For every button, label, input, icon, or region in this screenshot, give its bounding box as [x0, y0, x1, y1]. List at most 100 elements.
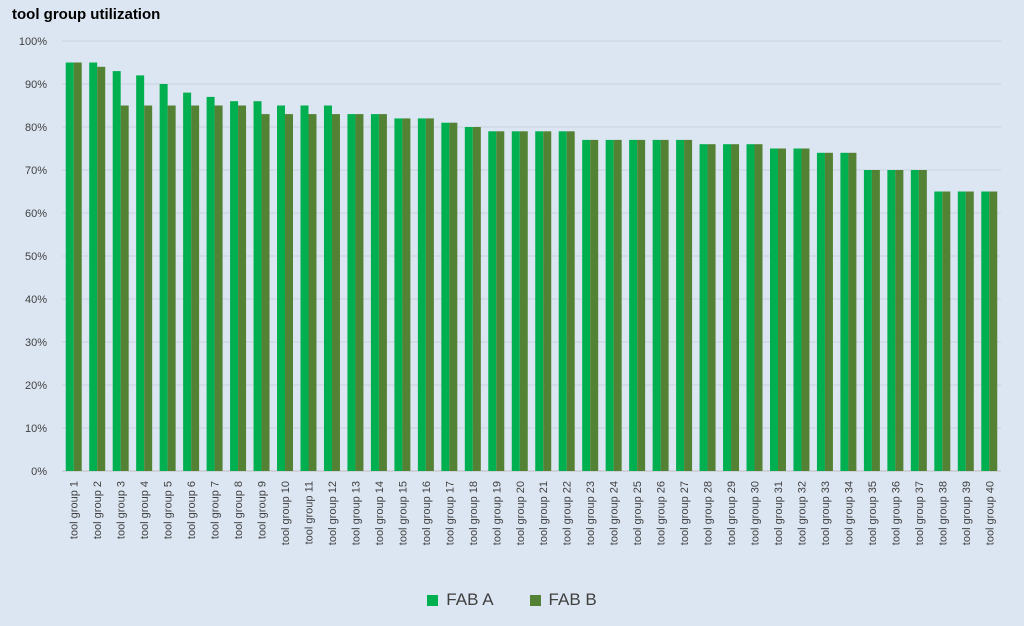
- bar-fab-a-23: [582, 139, 591, 471]
- bar-fab-a-35: [863, 170, 872, 471]
- x-tick-label: tool group 18: [468, 481, 480, 545]
- x-tick-label: tool group 24: [609, 481, 621, 545]
- bar-fab-b-29: [731, 144, 740, 471]
- x-tick-label: tool group 35: [867, 481, 879, 545]
- bar-fab-a-31: [769, 148, 778, 471]
- legend-label-fab-a: FAB A: [446, 590, 494, 609]
- x-tick-label: tool group 23: [585, 481, 597, 545]
- bar-fab-a-30: [746, 144, 755, 471]
- bar-fab-b-26: [660, 139, 669, 471]
- bar-fab-a-1: [65, 62, 74, 471]
- bar-fab-a-36: [887, 170, 896, 471]
- x-tick-label: tool group 39: [961, 481, 973, 545]
- x-tick-label: tool group 17: [444, 481, 456, 545]
- x-tick-label: tool group 32: [796, 481, 808, 545]
- y-tick-label: 0%: [31, 466, 47, 478]
- bar-fab-b-7: [214, 105, 223, 471]
- x-tick-label: tool group 9: [257, 481, 269, 539]
- bar-fab-a-10: [277, 105, 286, 471]
- bar-fab-b-28: [707, 144, 716, 471]
- bar-fab-b-36: [895, 170, 904, 471]
- bar-fab-a-15: [394, 118, 403, 472]
- x-tick-label: tool group 15: [397, 481, 409, 545]
- bar-fab-b-2: [97, 66, 106, 472]
- bar-fab-a-26: [652, 139, 661, 471]
- bar-fab-b-20: [519, 131, 528, 472]
- y-tick-label: 80%: [25, 122, 47, 134]
- y-tick-label: 50%: [25, 251, 47, 263]
- bar-fab-b-12: [331, 114, 340, 471]
- bar-fab-b-38: [942, 191, 951, 471]
- bar-fab-a-32: [793, 148, 802, 471]
- x-tick-label: tool group 33: [820, 481, 832, 545]
- bar-fab-a-22: [558, 131, 567, 472]
- bar-fab-a-3: [112, 71, 121, 471]
- x-tick-label: tool group 27: [679, 481, 691, 545]
- bar-fab-b-27: [684, 139, 693, 471]
- y-tick-label: 100%: [19, 36, 47, 48]
- x-tick-label: tool group 3: [116, 481, 128, 539]
- x-tick-label: tool group 29: [726, 481, 738, 545]
- bar-fab-a-18: [464, 127, 473, 471]
- x-tick-label: tool group 19: [491, 481, 503, 545]
- y-tick-label: 90%: [25, 79, 47, 91]
- bar-fab-b-13: [355, 114, 364, 471]
- x-tick-label: tool group 14: [374, 481, 386, 545]
- bar-fab-b-6: [191, 105, 200, 471]
- bar-fab-b-18: [472, 127, 481, 471]
- bar-fab-b-1: [73, 62, 82, 471]
- x-tick-label: tool group 30: [750, 481, 762, 545]
- bar-fab-b-4: [144, 105, 153, 471]
- bar-fab-a-28: [699, 144, 708, 471]
- x-tick-label: tool group 26: [656, 481, 668, 545]
- y-tick-label: 30%: [25, 337, 47, 349]
- bar-fab-a-12: [323, 105, 332, 471]
- x-tick-label: tool group 13: [350, 481, 362, 545]
- bar-fab-b-34: [848, 152, 857, 472]
- chart-title: tool group utilization: [12, 6, 161, 23]
- bar-fab-a-11: [300, 105, 309, 471]
- bar-fab-b-9: [261, 114, 270, 471]
- x-tick-label: tool group 4: [139, 481, 151, 539]
- bar-fab-a-34: [840, 152, 849, 472]
- x-tick-label: tool group 7: [210, 481, 222, 539]
- bar-fab-a-17: [441, 122, 450, 471]
- bar-fab-b-31: [777, 148, 786, 471]
- bar-fab-b-33: [824, 152, 833, 472]
- bar-fab-b-5: [167, 105, 176, 471]
- bar-fab-a-2: [89, 62, 98, 471]
- x-tick-label: tool group 1: [69, 481, 81, 539]
- legend-item-fab-a: FAB A: [427, 590, 494, 610]
- x-tick-label: tool group 8: [233, 481, 245, 539]
- bar-fab-b-10: [285, 114, 294, 471]
- bar-fab-b-11: [308, 114, 317, 471]
- bar-fab-b-32: [801, 148, 810, 471]
- bar-fab-a-7: [206, 96, 215, 472]
- bar-fab-a-39: [957, 191, 966, 471]
- bar-fab-a-20: [511, 131, 520, 472]
- bar-fab-a-27: [676, 139, 685, 471]
- x-tick-label: tool group 12: [327, 481, 339, 545]
- bar-fab-a-16: [417, 118, 426, 472]
- x-tick-label: tool group 2: [92, 481, 104, 539]
- x-tick-label: tool group 40: [984, 481, 996, 545]
- legend-swatch-fab-b: [529, 594, 541, 606]
- x-tick-label: tool group 16: [421, 481, 433, 545]
- x-tick-label: tool group 22: [562, 481, 574, 545]
- y-tick-label: 60%: [25, 208, 47, 220]
- bar-fab-b-16: [425, 118, 434, 472]
- x-tick-label: tool group 31: [773, 481, 785, 545]
- x-tick-label: tool group 34: [843, 481, 855, 545]
- bar-fab-b-15: [402, 118, 411, 472]
- bars: [65, 62, 998, 472]
- bar-fab-b-24: [613, 139, 622, 471]
- bar-fab-a-29: [723, 144, 732, 471]
- bar-fab-b-37: [918, 170, 927, 471]
- bar-fab-b-39: [965, 191, 974, 471]
- bar-fab-b-14: [378, 114, 387, 471]
- bar-fab-a-6: [183, 92, 192, 471]
- x-tick-label: tool group 5: [163, 481, 175, 539]
- bar-fab-a-24: [605, 139, 614, 471]
- legend: FAB A FAB B: [0, 590, 1024, 610]
